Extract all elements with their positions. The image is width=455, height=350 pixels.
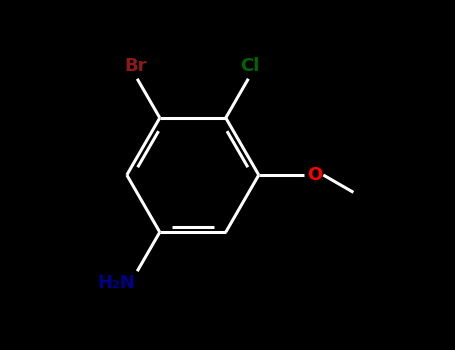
Text: Cl: Cl xyxy=(240,57,260,75)
Text: O: O xyxy=(308,166,323,184)
Text: H₂N: H₂N xyxy=(98,274,136,292)
Text: Br: Br xyxy=(124,57,147,75)
